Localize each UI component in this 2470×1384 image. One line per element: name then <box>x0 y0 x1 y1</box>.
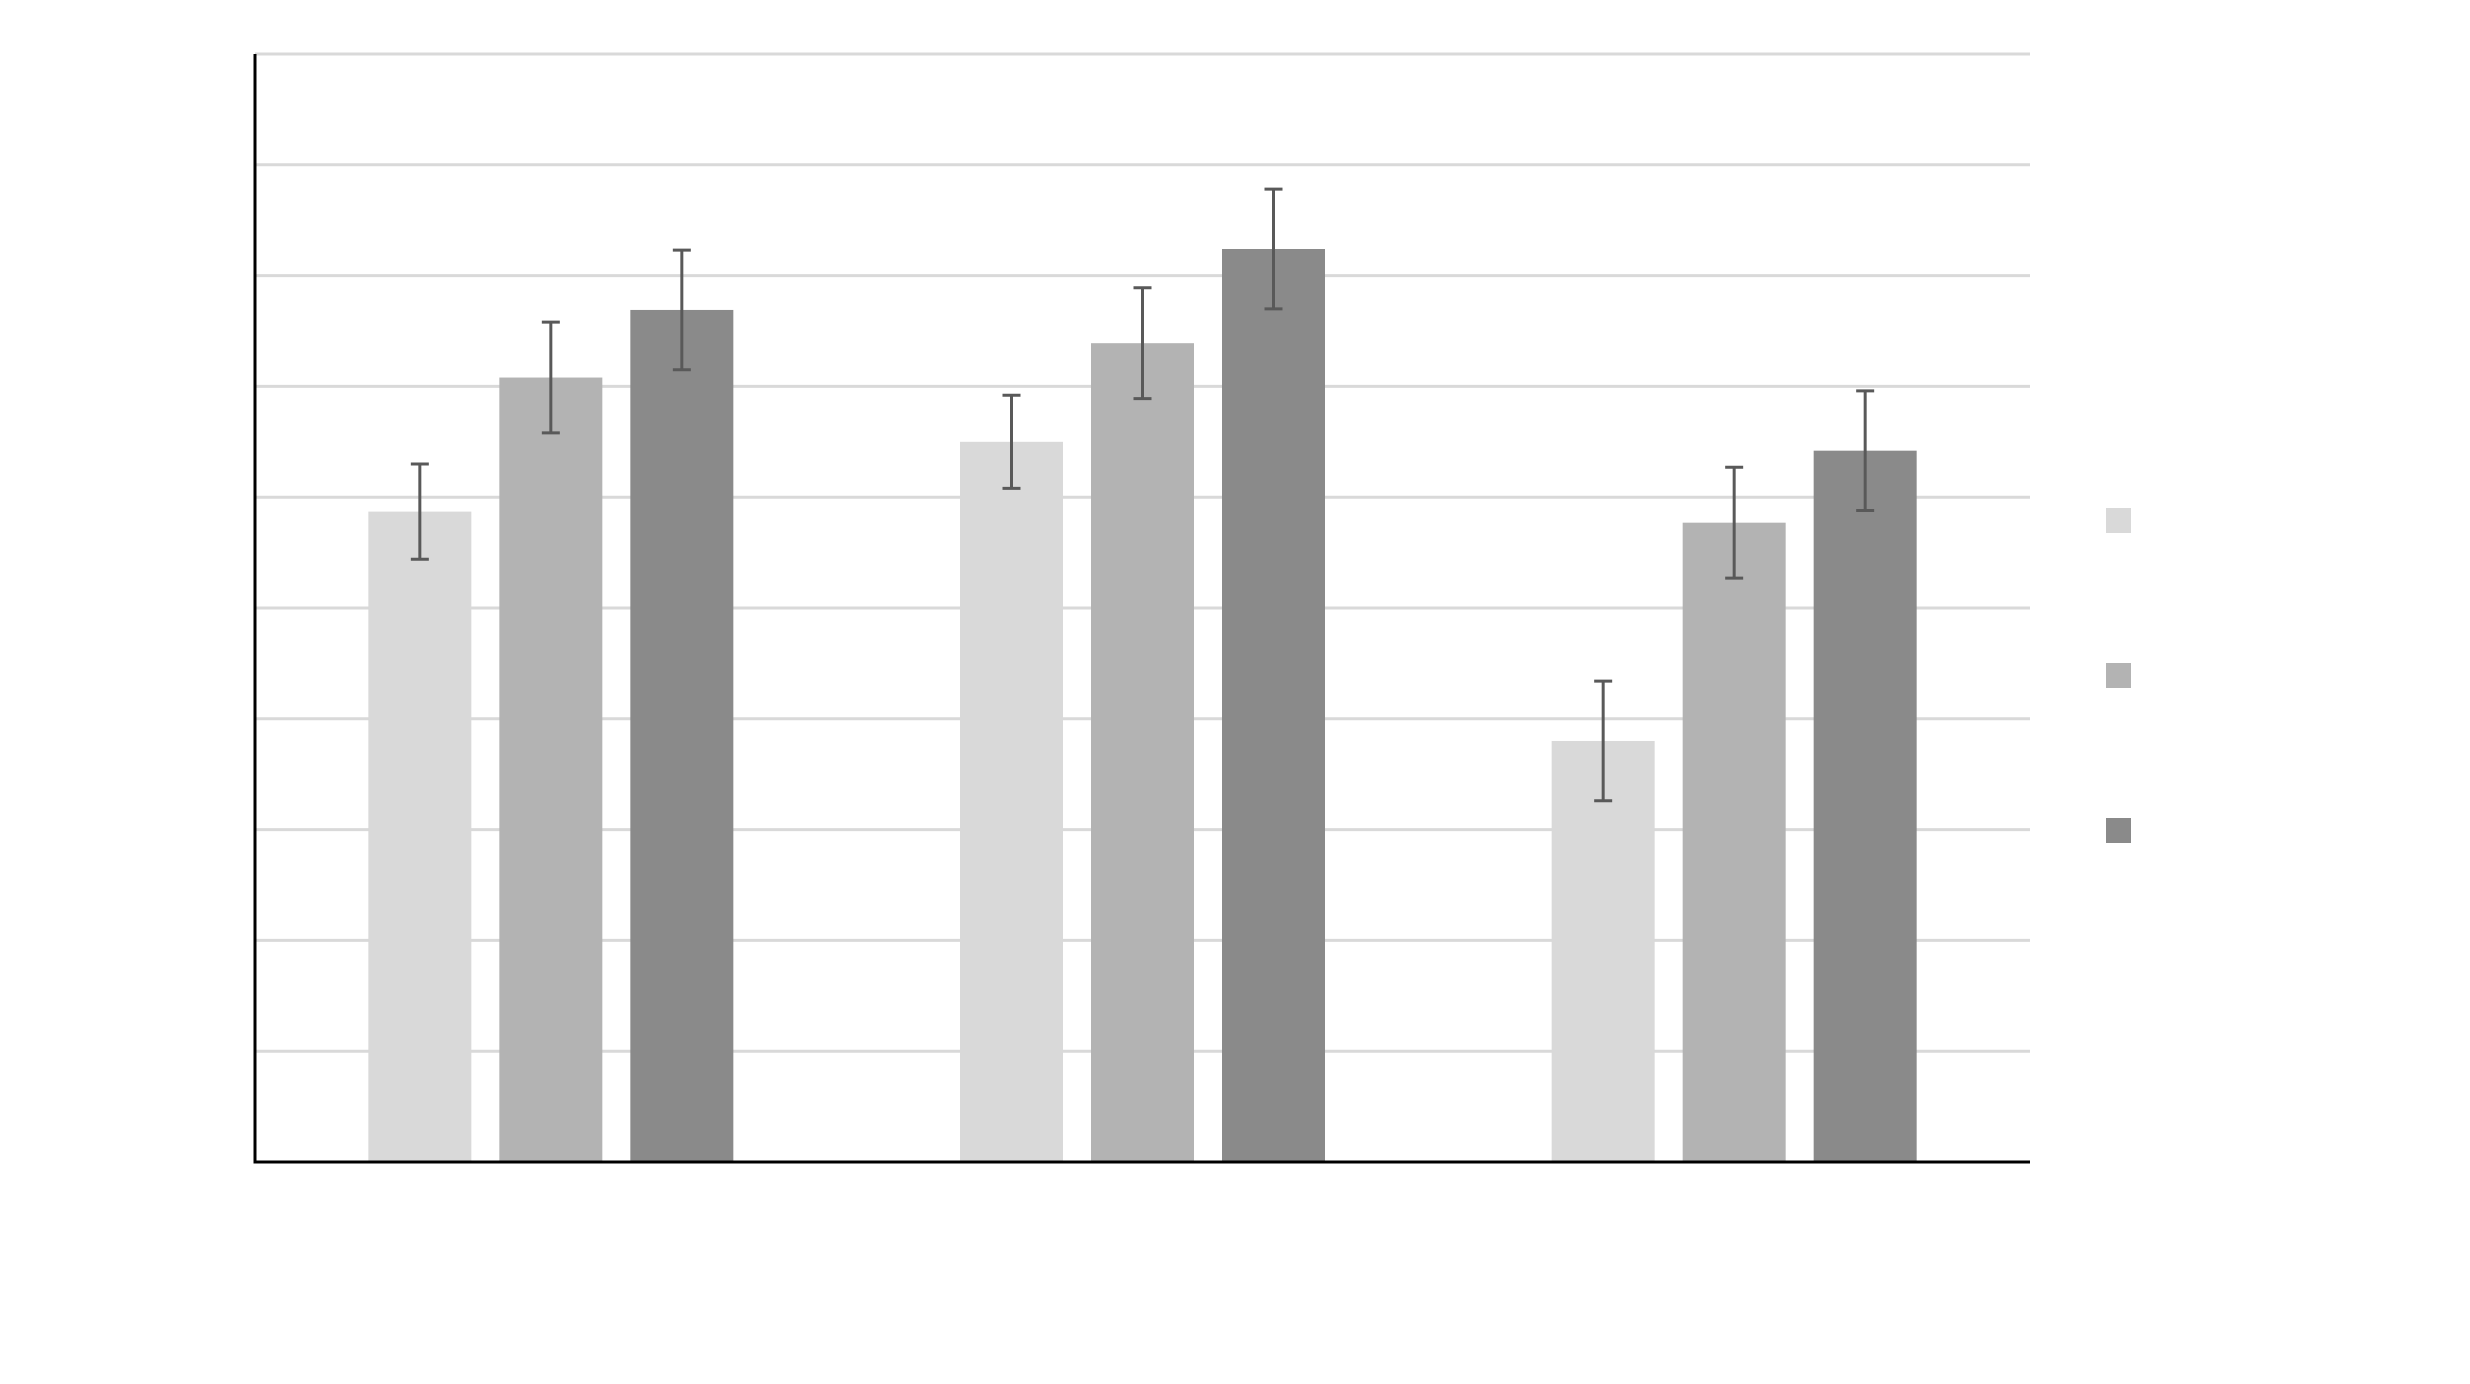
error-bar-series-1-cat-1 <box>410 462 429 561</box>
bar-series-1-cat-1 <box>368 511 472 1162</box>
bar-series-3-cat-1 <box>630 309 734 1162</box>
bar-series-1-cat-3 <box>1551 740 1655 1162</box>
bar-series-3-cat-2 <box>1222 249 1325 1162</box>
error-bar-series-2-cat-1 <box>541 320 560 435</box>
error-bars <box>410 187 1875 803</box>
bars <box>368 249 1917 1162</box>
legend <box>2106 508 2131 843</box>
error-bar-series-2-cat-2 <box>1133 286 1152 401</box>
legend-swatch-series-3 <box>2106 818 2131 843</box>
error-bar-series-3-cat-2 <box>1264 187 1283 311</box>
error-bar-series-2-cat-3 <box>1725 465 1744 580</box>
bar-series-2-cat-3 <box>1682 522 1786 1162</box>
axes <box>253 54 2030 1164</box>
bar-series-2-cat-1 <box>499 377 603 1162</box>
bar-series-3-cat-3 <box>1813 450 1917 1162</box>
error-bar-series-1-cat-3 <box>1594 679 1613 803</box>
legend-swatch-series-1 <box>2106 508 2131 533</box>
bar-series-2-cat-2 <box>1091 343 1194 1162</box>
legend-swatch-series-2 <box>2106 663 2131 688</box>
bar-series-1-cat-2 <box>960 441 1063 1162</box>
error-bar-series-1-cat-2 <box>1002 393 1021 490</box>
error-bar-series-3-cat-1 <box>672 248 691 372</box>
error-bar-series-3-cat-3 <box>1856 389 1875 512</box>
